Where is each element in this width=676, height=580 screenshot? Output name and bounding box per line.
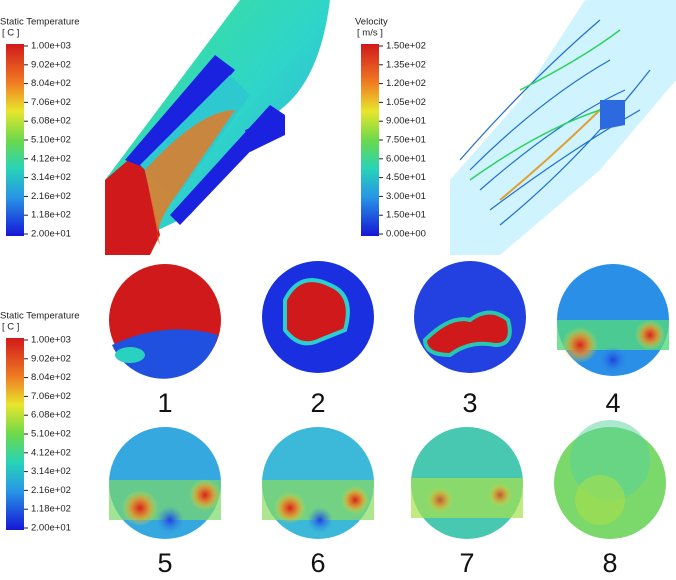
tick-label: 1.20e+02 bbox=[386, 78, 426, 89]
tick-label: 7.06e+02 bbox=[31, 97, 71, 108]
tick-label: 4.12e+02 bbox=[31, 447, 71, 458]
panel-label: 3 bbox=[462, 388, 477, 418]
tick-label: 0.00e+00 bbox=[386, 229, 426, 240]
cross-sections bbox=[109, 261, 669, 539]
panel-label: 8 bbox=[602, 548, 617, 575]
colorbar-unit: [ m/s ] bbox=[357, 28, 383, 39]
tick-label: 4.50e+01 bbox=[386, 172, 426, 183]
tick-label: 5.10e+02 bbox=[31, 135, 71, 146]
tick-label: 5.10e+02 bbox=[31, 429, 71, 440]
panel-label: 6 bbox=[310, 548, 325, 575]
colorbar-title: Velocity bbox=[355, 17, 388, 28]
tick-label: 1.00e+03 bbox=[31, 41, 71, 52]
tick-label: 1.00e+03 bbox=[31, 335, 71, 346]
tick-label: 3.14e+02 bbox=[31, 466, 71, 477]
tick-label: 1.18e+02 bbox=[31, 504, 71, 515]
colorbar bbox=[6, 44, 24, 236]
section bbox=[109, 264, 221, 379]
section bbox=[262, 261, 374, 373]
colorbar bbox=[6, 338, 24, 530]
tick-label: 2.16e+02 bbox=[31, 485, 71, 496]
tick-label: 7.50e+01 bbox=[386, 135, 426, 146]
section bbox=[262, 427, 374, 539]
panel-label: 1 bbox=[157, 388, 172, 418]
tick-label: 9.02e+02 bbox=[31, 353, 71, 364]
tick-label: 2.00e+01 bbox=[31, 229, 71, 240]
tick-label: 3.00e+01 bbox=[386, 191, 426, 202]
colorbar bbox=[361, 44, 379, 236]
section bbox=[554, 420, 666, 539]
tick-label: 1.35e+02 bbox=[386, 59, 426, 70]
tick-label: 8.04e+02 bbox=[31, 78, 71, 89]
tick-label: 6.00e+01 bbox=[386, 153, 426, 164]
colorbar-title: Static Temperature bbox=[0, 311, 80, 322]
tick-label: 1.50e+02 bbox=[386, 41, 426, 52]
section bbox=[557, 264, 669, 376]
tick-label: 2.00e+01 bbox=[31, 523, 71, 534]
temperature-contour bbox=[105, 0, 330, 255]
tick-label: 1.50e+01 bbox=[386, 210, 426, 221]
panel-label: 2 bbox=[310, 388, 325, 418]
tick-label: 8.04e+02 bbox=[31, 372, 71, 383]
tick-label: 3.14e+02 bbox=[31, 172, 71, 183]
section bbox=[411, 427, 523, 539]
tick-label: 7.06e+02 bbox=[31, 391, 71, 402]
colorbar-unit: [ C ] bbox=[2, 28, 19, 39]
tick-label: 4.12e+02 bbox=[31, 153, 71, 164]
velocity-streamlines bbox=[450, 0, 676, 255]
section bbox=[414, 261, 526, 373]
colorbar-title: Static Temperature bbox=[0, 17, 80, 28]
colorbar-unit: [ C ] bbox=[2, 322, 19, 333]
tick-label: 2.16e+02 bbox=[31, 191, 71, 202]
panel-label: 7 bbox=[459, 548, 474, 575]
tick-label: 6.08e+02 bbox=[31, 410, 71, 421]
panel-label: 4 bbox=[605, 388, 620, 418]
panel-label: 5 bbox=[157, 548, 172, 575]
tick-label: 1.05e+02 bbox=[386, 97, 426, 108]
tick-label: 9.00e+01 bbox=[386, 116, 426, 127]
tick-label: 1.18e+02 bbox=[31, 210, 71, 221]
tick-label: 9.02e+02 bbox=[31, 59, 71, 70]
tick-label: 6.08e+02 bbox=[31, 116, 71, 127]
section bbox=[109, 427, 221, 539]
